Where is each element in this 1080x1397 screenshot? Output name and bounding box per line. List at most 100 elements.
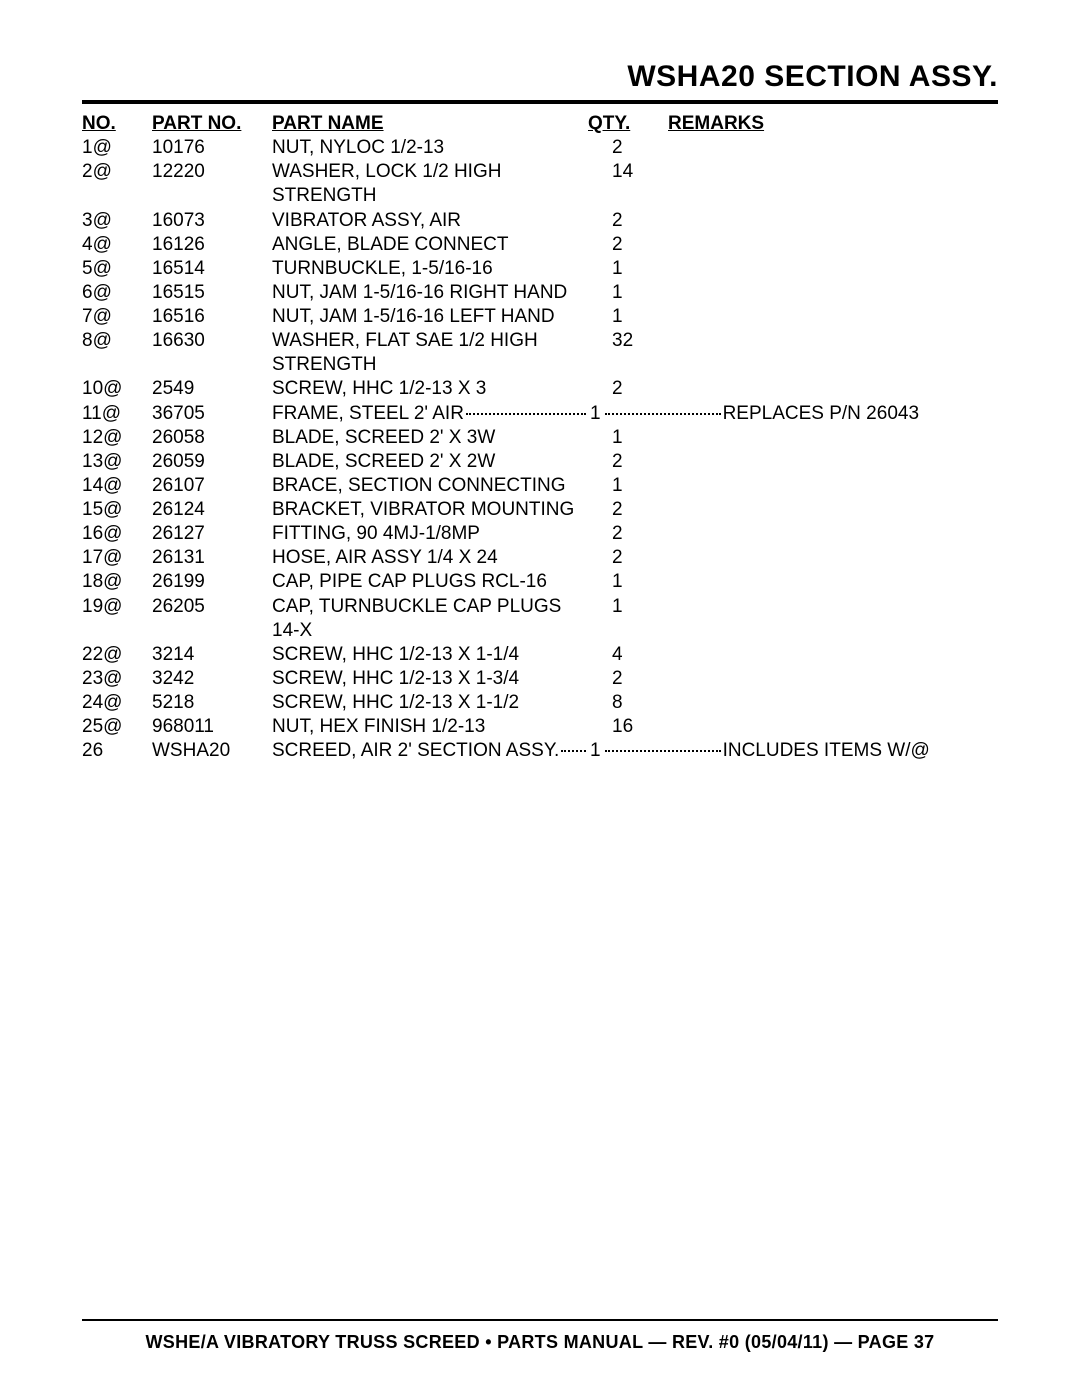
cell-partno: 16515 [152, 281, 272, 305]
cell-partno: 2549 [152, 377, 272, 401]
cell-name: BRACKET, VIBRATOR MOUNTING [272, 498, 588, 522]
page-title: WSHA20 SECTION ASSY. [82, 60, 998, 104]
table-row: 19@26205CAP, TURNBUCKLE CAP PLUGS 14-X1 [82, 595, 998, 643]
cell-no: 4@ [82, 233, 152, 257]
cell-partno: 12220 [152, 160, 272, 184]
cell-partno: 26124 [152, 498, 272, 522]
cell-qty: 1 [588, 305, 668, 329]
cell-no: 17@ [82, 546, 152, 570]
cell-name: CAP, TURNBUCKLE CAP PLUGS 14-X [272, 595, 588, 643]
cell-name-wrap: FRAME, STEEL 2' AIR [272, 402, 588, 426]
cell-no: 2@ [82, 160, 152, 184]
cell-no: 5@ [82, 257, 152, 281]
cell-no: 13@ [82, 450, 152, 474]
table-row: 8@16630WASHER, FLAT SAE 1/2 HIGH STRENGT… [82, 329, 998, 377]
table-row: 11@36705FRAME, STEEL 2' AIR1REPLACES P/N… [82, 402, 998, 426]
cell-partno: WSHA20 [152, 739, 272, 763]
cell-qty: 2 [588, 377, 668, 401]
table-row: 3@16073VIBRATOR ASSY, AIR2 [82, 209, 998, 233]
cell-qty: 1 [588, 257, 668, 281]
cell-qty: 1 [588, 402, 603, 426]
cell-name: FRAME, STEEL 2' AIR [272, 402, 464, 426]
cell-partno: 16073 [152, 209, 272, 233]
cell-name: SCREW, HHC 1/2-13 X 1-1/4 [272, 643, 588, 667]
cell-partno: 10176 [152, 136, 272, 160]
table-row: 4@16126ANGLE, BLADE CONNECT2 [82, 233, 998, 257]
leader-dots [605, 413, 721, 415]
cell-name: WASHER, LOCK 1/2 HIGH STRENGTH [272, 160, 588, 208]
cell-qty: 1 [588, 281, 668, 305]
col-header-no: NO. [82, 112, 152, 136]
cell-no: 23@ [82, 667, 152, 691]
cell-qty: 2 [588, 498, 668, 522]
table-row: 14@26107BRACE, SECTION CONNECTING1 [82, 474, 998, 498]
col-header-qty: QTY. [588, 112, 668, 136]
leader-dots [561, 750, 586, 752]
cell-name: ANGLE, BLADE CONNECT [272, 233, 588, 257]
cell-qty: 1 [588, 739, 603, 763]
footer-text: WSHE/A VIBRATORY TRUSS SCREED • PARTS MA… [0, 1332, 1080, 1353]
table-row: 12@26058BLADE, SCREED 2' X 3W1 [82, 426, 998, 450]
cell-qty: 1 [588, 426, 668, 450]
cell-qty: 1 [588, 595, 668, 619]
cell-partno: 16126 [152, 233, 272, 257]
table-row: 13@26059BLADE, SCREED 2' X 2W2 [82, 450, 998, 474]
cell-name: NUT, HEX FINISH 1/2-13 [272, 715, 588, 739]
cell-partno: 968011 [152, 715, 272, 739]
cell-name: FITTING, 90 4MJ-1/8MP [272, 522, 588, 546]
cell-no: 10@ [82, 377, 152, 401]
cell-partno: 16630 [152, 329, 272, 353]
cell-no: 8@ [82, 329, 152, 353]
cell-partno: 3214 [152, 643, 272, 667]
cell-partno: 16516 [152, 305, 272, 329]
cell-qty: 32 [588, 329, 668, 353]
cell-partno: 3242 [152, 667, 272, 691]
cell-qty: 2 [588, 546, 668, 570]
cell-partno: 26058 [152, 426, 272, 450]
cell-partno: 26205 [152, 595, 272, 619]
cell-qty: 4 [588, 643, 668, 667]
table-row: 15@26124BRACKET, VIBRATOR MOUNTING2 [82, 498, 998, 522]
cell-name: WASHER, FLAT SAE 1/2 HIGH STRENGTH [272, 329, 588, 377]
cell-partno: 26127 [152, 522, 272, 546]
cell-name: NUT, NYLOC 1/2-13 [272, 136, 588, 160]
table-row: 22@3214SCREW, HHC 1/2-13 X 1-1/44 [82, 643, 998, 667]
cell-no: 1@ [82, 136, 152, 160]
col-header-name: PART NAME [272, 112, 588, 136]
cell-no: 22@ [82, 643, 152, 667]
cell-no: 7@ [82, 305, 152, 329]
cell-qty: 8 [588, 691, 668, 715]
table-row: 18@26199CAP, PIPE CAP PLUGS RCL-161 [82, 570, 998, 594]
cell-remarks: REPLACES P/N 26043 [723, 402, 919, 426]
leader-dots [605, 750, 721, 752]
cell-name: NUT, JAM 1-5/16-16 RIGHT HAND [272, 281, 588, 305]
cell-no: 3@ [82, 209, 152, 233]
cell-qty: 1 [588, 570, 668, 594]
cell-name: VIBRATOR ASSY, AIR [272, 209, 588, 233]
table-row: 6@16515NUT, JAM 1-5/16-16 RIGHT HAND1 [82, 281, 998, 305]
cell-no: 14@ [82, 474, 152, 498]
footer-rule [82, 1319, 998, 1321]
cell-no: 16@ [82, 522, 152, 546]
cell-qty: 2 [588, 450, 668, 474]
cell-qty: 2 [588, 233, 668, 257]
table-row: 23@3242SCREW, HHC 1/2-13 X 1-3/42 [82, 667, 998, 691]
cell-partno: 5218 [152, 691, 272, 715]
cell-name: CAP, PIPE CAP PLUGS RCL-16 [272, 570, 588, 594]
cell-no: 15@ [82, 498, 152, 522]
parts-table: NO. PART NO. PART NAME QTY. REMARKS 1@10… [82, 112, 998, 763]
cell-qty: 2 [588, 136, 668, 160]
cell-qty: 1 [588, 474, 668, 498]
cell-partno: 26107 [152, 474, 272, 498]
cell-no: 11@ [82, 402, 152, 426]
table-header-row: NO. PART NO. PART NAME QTY. REMARKS [82, 112, 998, 136]
col-header-partno: PART NO. [152, 112, 272, 136]
cell-no: 25@ [82, 715, 152, 739]
cell-name: BRACE, SECTION CONNECTING [272, 474, 588, 498]
table-row: 5@16514TURNBUCKLE, 1-5/16-161 [82, 257, 998, 281]
cell-no: 18@ [82, 570, 152, 594]
cell-name: SCREW, HHC 1/2-13 X 1-1/2 [272, 691, 588, 715]
cell-name: BLADE, SCREED 2' X 3W [272, 426, 588, 450]
cell-no: 6@ [82, 281, 152, 305]
cell-name-wrap: SCREED, AIR 2' SECTION ASSY. [272, 739, 588, 763]
